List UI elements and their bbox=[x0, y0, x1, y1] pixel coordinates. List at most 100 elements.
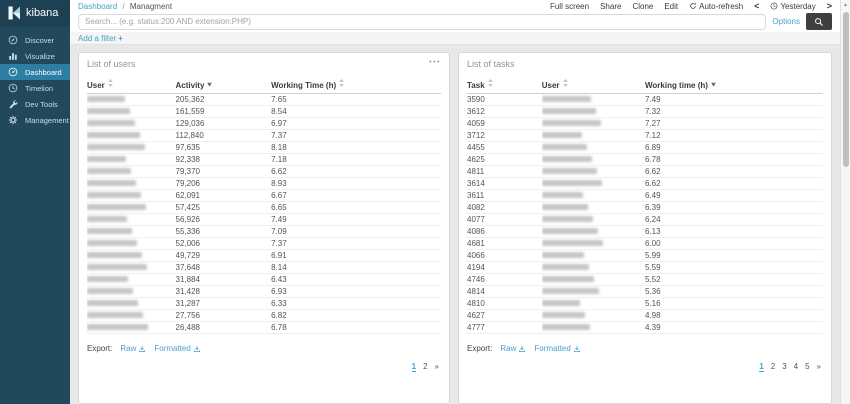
sidebar-item-label: Discover bbox=[25, 35, 55, 45]
main-area: Dashboard / Managment Full screen Share Cl… bbox=[70, 0, 840, 404]
table-row: 4746 5.52 bbox=[467, 273, 823, 286]
download-icon bbox=[518, 345, 526, 353]
share-button[interactable]: Share bbox=[600, 1, 622, 11]
table-row: 4077 6.24 bbox=[467, 213, 823, 226]
page-4-link[interactable]: 4 bbox=[793, 362, 799, 371]
table-row: 31,287 6.33 bbox=[87, 297, 441, 310]
cell-task: 4627 bbox=[467, 309, 542, 322]
redacted-user-name bbox=[87, 180, 136, 187]
sidebar-item-timelion[interactable]: Timelion bbox=[0, 80, 70, 96]
column-header-user[interactable]: User bbox=[87, 79, 176, 94]
redacted-user-name bbox=[87, 120, 135, 127]
table-row: 62,091 6.67 bbox=[87, 189, 441, 202]
scrollbar-up-arrow-icon[interactable]: ▲ bbox=[843, 2, 848, 8]
time-prev-button[interactable]: < bbox=[754, 1, 760, 11]
cell-user-redacted bbox=[541, 117, 645, 130]
column-header-working-time-h[interactable]: Working Time (h) bbox=[271, 79, 441, 94]
sidebar-item-visualize[interactable]: Visualize bbox=[0, 48, 70, 64]
edit-button[interactable]: Edit bbox=[664, 1, 679, 11]
cell-user-redacted bbox=[541, 321, 645, 334]
cell-working-time-h: 6.33 bbox=[271, 297, 441, 310]
redacted-user-name bbox=[87, 216, 127, 223]
cell-task: 3590 bbox=[467, 93, 542, 106]
table-row: 31,884 6.43 bbox=[87, 273, 441, 286]
clock-icon bbox=[770, 2, 778, 10]
breadcrumb: Dashboard / Managment bbox=[78, 2, 172, 11]
time-next-button[interactable]: > bbox=[826, 1, 832, 11]
redacted-user-name bbox=[541, 96, 591, 103]
page-1-link[interactable]: 1 bbox=[411, 362, 417, 372]
download-icon bbox=[193, 345, 201, 353]
cell-user-redacted bbox=[87, 321, 176, 334]
panel-list-of-users: List of users ••• User Activity Working Time… bbox=[78, 52, 450, 404]
sidebar-item-dev-tools[interactable]: Dev Tools bbox=[0, 96, 70, 112]
options-link[interactable]: Options bbox=[772, 17, 800, 26]
cell-working-time-h: 6.39 bbox=[644, 201, 823, 214]
search-input[interactable] bbox=[78, 13, 767, 30]
redacted-user-name bbox=[87, 228, 132, 235]
sidebar-item-dashboard[interactable]: Dashboard bbox=[0, 64, 70, 80]
search-button[interactable] bbox=[806, 13, 832, 30]
cell-task: 3614 bbox=[467, 177, 542, 190]
cell-user-redacted bbox=[541, 297, 645, 310]
export-raw-link[interactable]: Raw bbox=[500, 344, 526, 353]
page-1-link[interactable]: 1 bbox=[759, 362, 764, 372]
cell-user-redacted bbox=[541, 225, 645, 238]
cell-working-time-h: 6.65 bbox=[271, 201, 441, 214]
column-header-task[interactable]: Task bbox=[467, 79, 542, 94]
page-3-link[interactable]: 3 bbox=[782, 362, 787, 371]
cell-task: 3612 bbox=[467, 105, 542, 118]
sidebar-item-management[interactable]: Management bbox=[0, 112, 70, 128]
page-5-link[interactable]: 5 bbox=[805, 362, 810, 371]
table-row: 55,336 7.09 bbox=[87, 225, 441, 238]
cell-user-redacted bbox=[541, 261, 645, 274]
cell-working-time-h: 8.54 bbox=[271, 105, 441, 118]
cell-working-time-h: 7.37 bbox=[271, 129, 441, 142]
clock-icon bbox=[8, 83, 18, 93]
sidebar: kibana Discover Visualize Dashboard Timelio… bbox=[0, 0, 70, 404]
cell-working-time-h: 8.14 bbox=[271, 261, 441, 274]
clone-button[interactable]: Clone bbox=[632, 1, 654, 11]
panel-title: List of users bbox=[87, 59, 136, 69]
breadcrumb-dashboard-link[interactable]: Dashboard bbox=[78, 1, 118, 11]
page-next-link[interactable]: » bbox=[434, 362, 439, 371]
scrollbar-thumb[interactable] bbox=[843, 12, 849, 167]
cell-activity: 31,287 bbox=[175, 297, 272, 310]
cell-working-time-h: 6.43 bbox=[271, 273, 441, 286]
table-row: 97,635 8.18 bbox=[87, 141, 441, 154]
export-label: Export: bbox=[87, 344, 113, 353]
redacted-user-name bbox=[541, 144, 587, 151]
kibana-logo[interactable]: kibana bbox=[0, 0, 70, 26]
cell-activity: 31,428 bbox=[175, 285, 272, 298]
export-formatted-link[interactable]: Formatted bbox=[534, 344, 580, 353]
table-row: 79,370 6.62 bbox=[87, 165, 441, 178]
table-row: 37,648 8.14 bbox=[87, 261, 441, 274]
column-header-user[interactable]: User bbox=[541, 79, 645, 94]
panel-options-icon[interactable]: ••• bbox=[429, 59, 441, 66]
page-2-link[interactable]: 2 bbox=[770, 362, 776, 371]
column-header-activity[interactable]: Activity bbox=[175, 79, 272, 94]
full-screen-button[interactable]: Full screen bbox=[549, 1, 590, 11]
cell-task: 4194 bbox=[467, 261, 542, 274]
vertical-scrollbar[interactable]: ▲ bbox=[840, 0, 850, 404]
cell-working-time-h: 6.62 bbox=[644, 177, 823, 190]
add-filter-link[interactable]: Add a filter + bbox=[78, 34, 123, 43]
sidebar-item-label: Visualize bbox=[25, 51, 55, 61]
auto-refresh-button[interactable]: Auto-refresh bbox=[689, 2, 743, 11]
column-header-working-time-h[interactable]: Working time (h) bbox=[644, 79, 823, 94]
export-formatted-link[interactable]: Formatted bbox=[154, 344, 200, 353]
cell-working-time-h: 7.09 bbox=[271, 225, 441, 238]
export-raw-link[interactable]: Raw bbox=[120, 344, 146, 353]
cell-task: 4066 bbox=[467, 249, 542, 262]
page-2-link[interactable]: 2 bbox=[423, 362, 428, 371]
page-next-link[interactable]: » bbox=[816, 362, 821, 371]
export-row: Export: Raw Formatted bbox=[87, 344, 441, 353]
cell-working-time-h: 5.36 bbox=[644, 285, 823, 298]
cell-user-redacted bbox=[541, 129, 645, 142]
cell-task: 4777 bbox=[467, 321, 542, 334]
time-picker-button[interactable]: Yesterday bbox=[770, 2, 816, 11]
sort-both-icon bbox=[562, 79, 568, 89]
redacted-user-name bbox=[87, 192, 141, 199]
sidebar-item-discover[interactable]: Discover bbox=[0, 32, 70, 48]
cell-user-redacted bbox=[87, 189, 176, 202]
